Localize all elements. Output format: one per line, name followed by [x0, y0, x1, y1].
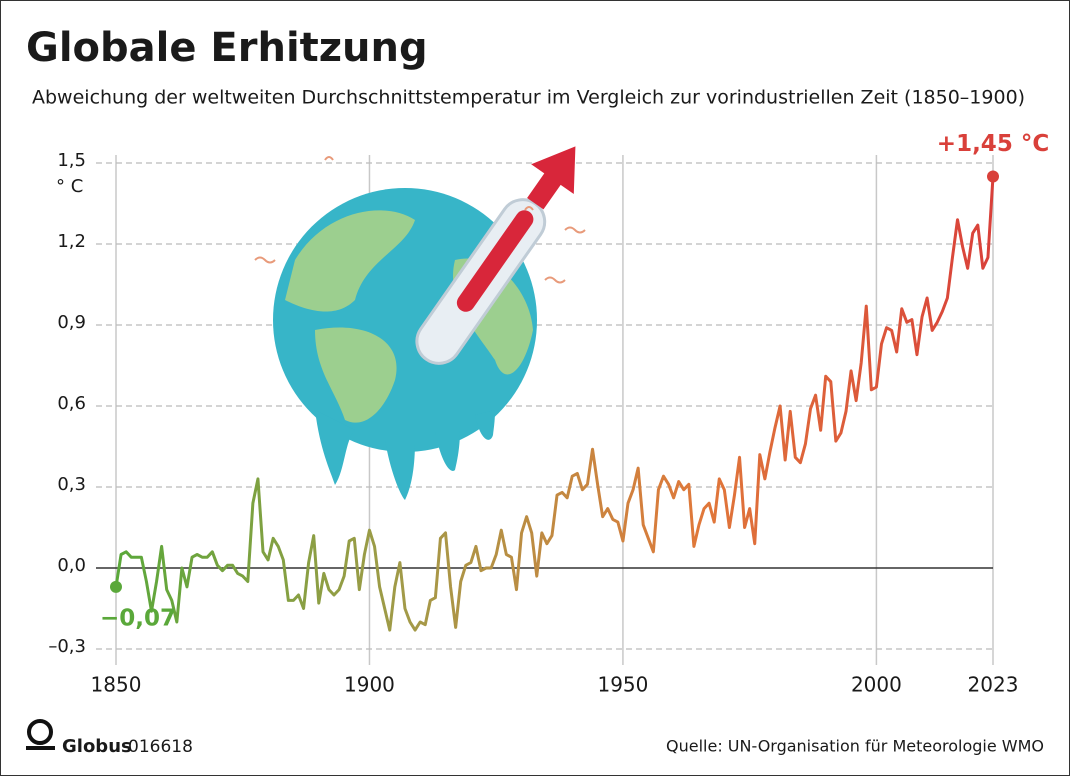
x-tick-label: 2023 — [968, 673, 1019, 697]
data-label: +1,45 °C — [937, 131, 1049, 157]
y-unit: ° C — [56, 176, 83, 197]
x-tick-label: 1900 — [344, 673, 395, 697]
logo — [26, 719, 55, 750]
end-point — [987, 170, 999, 183]
chart-subtitle: Abweichung der weltweiten Durchschnittst… — [32, 87, 1025, 109]
x-tick-label: 1950 — [597, 673, 648, 697]
y-tick-label: 0,9 — [57, 312, 86, 333]
y-tick-label: 1,5 — [57, 150, 86, 171]
end-point — [110, 580, 122, 593]
chart-title: Globale Erhitzung — [26, 25, 428, 71]
plot: 1850 1900 1950 2000 2023 –0,3 0,0 0,3 0,6 0,9 1,2 1… — [48, 131, 1049, 697]
y-tick-label: 0,0 — [57, 555, 86, 576]
globe-illustration — [254, 146, 586, 500]
y-tick-label: 1,2 — [57, 231, 86, 252]
x-tick-label: 1850 — [91, 673, 142, 697]
temperature-line — [114, 176, 995, 632]
x-tick-label: 2000 — [851, 673, 902, 697]
logo-text: Globus — [62, 736, 132, 757]
y-tick-label: –0,3 — [48, 636, 86, 657]
data-label: −0,07 — [100, 605, 176, 631]
code: 016618 — [128, 737, 193, 757]
source: Quelle: UN-Organisation für Meteorologie… — [666, 737, 1044, 756]
y-tick-label: 0,6 — [57, 393, 86, 414]
y-tick-label: 0,3 — [57, 474, 86, 495]
